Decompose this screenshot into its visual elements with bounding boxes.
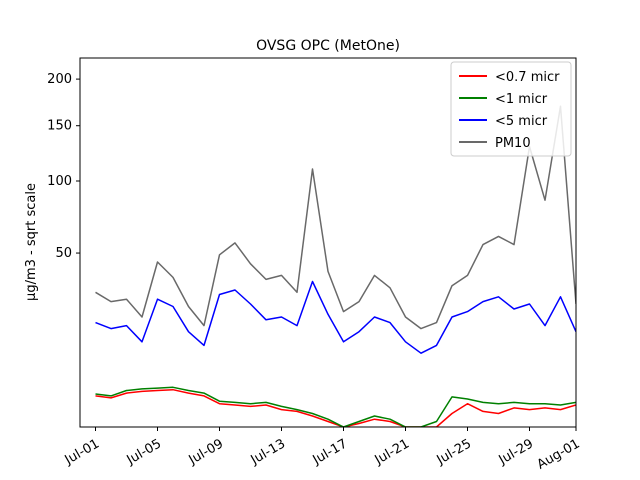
series-line-5-micr — [95, 280, 576, 354]
series-layer — [95, 105, 576, 427]
series-line-1-micr — [95, 386, 576, 427]
series-line-0-7-micr — [95, 388, 576, 427]
y-tick-label: 100 — [47, 174, 72, 189]
legend-label: <0.7 micr — [495, 70, 560, 85]
legend-label: <5 micr — [495, 114, 548, 129]
series-line-pm10 — [95, 105, 576, 330]
legend-box — [450, 61, 572, 157]
legend-label: PM10 — [495, 136, 531, 151]
legend: <0.7 micr <1 micr <5 micr PM10 — [450, 61, 572, 157]
y-tick-label: 50 — [55, 246, 72, 261]
y-axis-label: µg/m3 - sqrt scale — [24, 183, 39, 301]
y-axis: 50 100 150 200 — [47, 72, 80, 261]
legend-label: <1 micr — [495, 92, 548, 107]
plot-frame — [79, 57, 577, 428]
chart-title: OVSG OPC (MetOne) — [256, 38, 400, 54]
y-tick-label: 200 — [47, 72, 72, 87]
y-tick-label: 150 — [47, 119, 72, 134]
